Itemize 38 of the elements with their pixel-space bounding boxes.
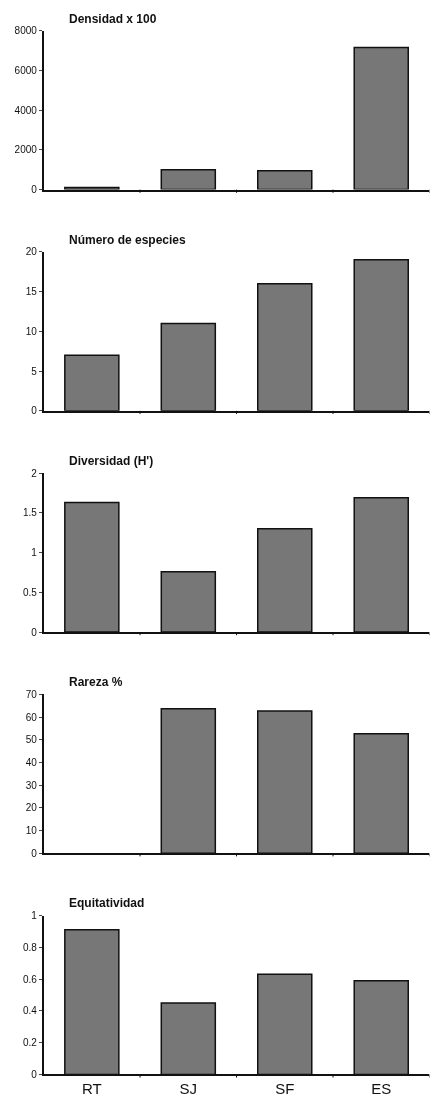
- y-tick-label: 0.2: [22, 1037, 38, 1049]
- y-tick-label: 8000: [14, 25, 38, 37]
- y-tick-label: 50: [25, 734, 38, 746]
- chart-title: Equitatividad: [69, 896, 145, 910]
- y-tick-label: 2000: [14, 144, 38, 156]
- y-tick-label: 0.6: [22, 973, 38, 985]
- y-tick-label: 20: [25, 246, 38, 258]
- y-tick-label: 10: [25, 825, 38, 837]
- y-tick-label: 30: [25, 779, 38, 791]
- y-tick-label: 1: [31, 547, 38, 559]
- chart-title: Densidad x 100: [69, 12, 157, 26]
- y-tick-label: 70: [25, 688, 38, 700]
- y-tick-label: 0.8: [22, 941, 38, 953]
- y-tick-label: 40: [25, 756, 38, 768]
- y-tick-label: 0: [31, 626, 38, 638]
- x-tick-label: RT: [81, 1080, 102, 1098]
- y-tick-label: 0: [31, 847, 38, 859]
- y-tick-label: 5: [31, 365, 38, 377]
- y-tick-label: 20: [25, 802, 38, 814]
- y-tick-label: 2: [31, 467, 38, 479]
- y-tick-label: 6000: [14, 64, 38, 76]
- y-tick-label: 0: [31, 184, 38, 196]
- y-tick-label: 0: [31, 1068, 38, 1080]
- chart-title: Rareza %: [69, 675, 123, 689]
- y-tick-label: 10: [25, 325, 38, 337]
- y-tick-label: 15: [25, 286, 38, 298]
- x-tick-label: SJ: [179, 1080, 198, 1098]
- x-tick-label: SF: [275, 1080, 295, 1098]
- y-tick-label: 60: [25, 711, 38, 723]
- y-tick-label: 0: [31, 405, 38, 417]
- y-tick-label: 0.4: [22, 1005, 38, 1017]
- y-tick-label: 4000: [14, 104, 38, 116]
- y-tick-label: 1: [31, 910, 38, 922]
- x-tick-label: ES: [371, 1080, 392, 1098]
- chart-title: Número de especies: [69, 233, 187, 247]
- chart-title: Diversidad (H'): [69, 454, 154, 468]
- y-tick-label: 0.5: [22, 586, 38, 598]
- y-tick-label: 1.5: [22, 507, 38, 519]
